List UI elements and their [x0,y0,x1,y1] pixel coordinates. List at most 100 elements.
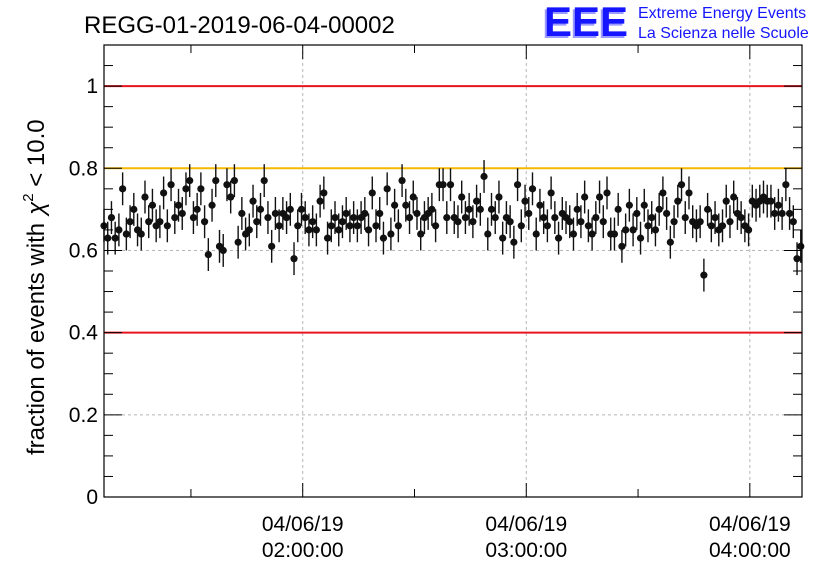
data-point [327,222,335,230]
data-point [312,226,320,234]
data-point [383,185,391,193]
data-point [316,197,324,205]
data-points [100,160,805,292]
data-point [141,193,149,201]
data-point [230,177,239,185]
data-point [730,193,738,201]
data-point [171,213,179,222]
x-tick-label-time: 02:00:00 [262,539,344,562]
y-axis-label-sup: 2 [20,193,37,201]
data-point [707,222,715,230]
data-point [290,255,298,263]
data-point [681,213,689,222]
data-point [674,197,682,205]
data-point [532,230,540,238]
x-tick-label-date: 04/06/19 [262,513,344,536]
logo-line-1: Extreme Energy Events [638,5,806,22]
data-point [163,222,171,230]
y-axis-label-main: fraction of events with [23,223,50,455]
x-tick-label-time: 03:00:00 [485,539,567,562]
data-point [454,218,462,226]
data-point [614,205,622,213]
data-point [528,185,537,193]
data-point [659,189,667,197]
data-point [510,238,518,246]
data-point [264,213,272,222]
data-point [517,222,525,230]
logo-mark-shadow: EEE [542,0,626,47]
logo-mark: EEE [544,0,628,45]
data-point [178,209,186,218]
data-point [208,201,216,209]
data-point [107,213,116,222]
y-axis-label-chi: χ [23,201,50,217]
data-point [663,209,671,218]
data-point [394,222,402,230]
data-point [584,222,592,230]
data-point [465,205,473,213]
data-point [543,222,551,230]
chart-title: REGG-01-2019-06-04-00002 [84,12,395,39]
data-point [364,226,373,234]
data-point [484,230,492,238]
reference-lines [104,85,802,334]
data-point [636,234,645,242]
data-point [625,201,633,209]
data-point [428,205,436,213]
data-point [249,197,257,205]
data-point [554,234,563,242]
data-point [320,189,328,197]
data-point [655,205,663,213]
data-point [685,189,693,197]
data-point [409,193,417,201]
data-point [402,201,410,209]
tick-labels: 0 0.2 0.4 0.6 0.8 1 04/06/19 02:00:00 04/06/19 03… [69,75,791,562]
data-point [469,218,477,226]
data-point [119,185,127,193]
x-tick-label-date: 04/06/19 [709,513,791,536]
axis-ticks [104,45,802,498]
data-point [405,213,414,222]
data-point [577,218,585,226]
eee-logo: EEE EEE Extreme Energy Events La Scienza… [542,0,809,47]
data-point [618,242,626,250]
data-point [282,213,291,222]
data-point [633,209,641,218]
data-point [253,218,261,226]
x-tick-label-date: 04/06/19 [485,513,567,536]
data-point [793,255,801,263]
data-point [588,230,596,238]
data-point [771,209,779,218]
y-tick-label: 0.4 [69,322,99,345]
data-point [391,201,399,209]
data-point [260,177,268,185]
data-point [387,230,395,238]
data-point [569,230,578,238]
data-point [204,250,212,259]
data-point [610,230,619,238]
data-point [189,213,198,222]
y-axis-label-tail: < 10.0 [23,119,50,193]
data-point [670,218,678,226]
data-point [774,201,783,209]
data-point [342,209,350,218]
data-point [711,213,719,222]
data-point [595,193,604,201]
data-point [458,193,466,201]
data-point [219,246,227,255]
data-point [629,226,637,234]
data-point [446,181,455,189]
data-point [212,177,220,185]
data-point [145,218,153,226]
data-point [704,205,712,213]
y-axis-label: fraction of events with χ2 < 10.0 [20,119,50,455]
data-point [223,181,231,189]
data-point [309,218,317,226]
data-point [495,193,503,201]
data-point [372,222,380,230]
data-point [350,213,358,222]
data-point [368,189,376,197]
data-point [346,222,354,230]
data-point [551,213,559,222]
data-point [439,181,447,189]
